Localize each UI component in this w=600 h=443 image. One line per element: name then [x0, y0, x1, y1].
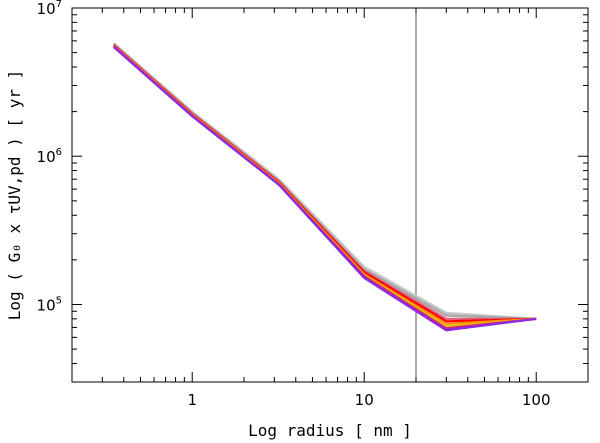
x-tick-label: 1 — [187, 391, 197, 409]
y-tick-label: 106 — [37, 147, 62, 166]
x-tick-label: 100 — [522, 391, 551, 409]
series-line-1 — [113, 42, 537, 320]
series-line-5 — [113, 44, 537, 323]
series-line-6 — [113, 45, 537, 325]
series-line-8 — [113, 45, 537, 330]
x-axis-label: Log radius [ nm ] — [248, 421, 412, 440]
series-line-7 — [113, 45, 537, 328]
series-layer — [113, 42, 537, 332]
series-line-2 — [113, 42, 537, 320]
series-line-3 — [113, 43, 537, 320]
plot-frame — [71, 7, 589, 383]
ticks-layer: 1 10 100 105 106 107 — [37, 0, 589, 409]
x-tick-label: 10 — [355, 391, 374, 409]
y-axis-label: Log ( G₀ x τUV,pd ) [ yr ] — [5, 70, 24, 320]
series-line-9 — [113, 46, 537, 332]
y-tick-label: 107 — [37, 0, 62, 18]
series-line-4 — [113, 43, 537, 320]
y-tick-label: 105 — [37, 295, 62, 314]
